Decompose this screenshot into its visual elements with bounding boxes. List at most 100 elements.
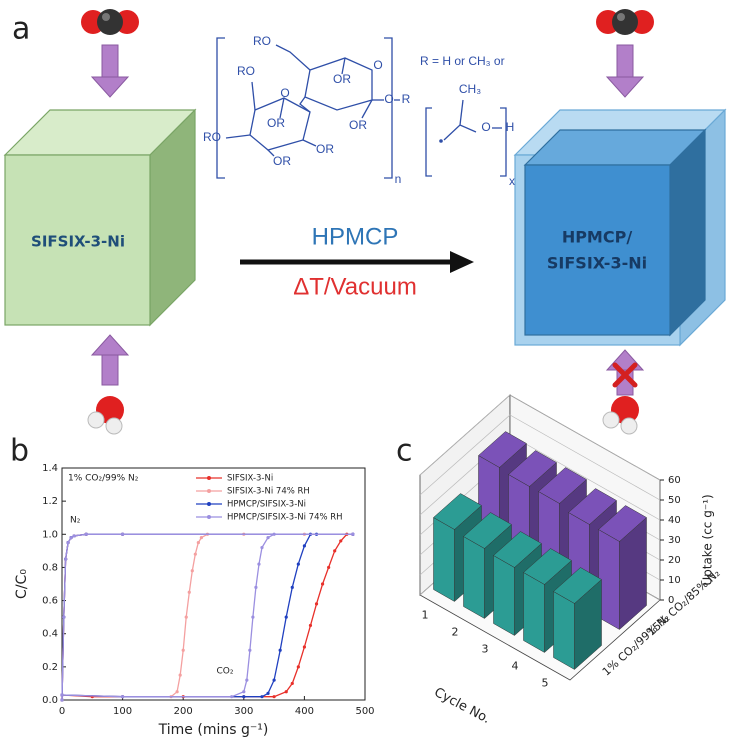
bar-top (433, 493, 482, 530)
legend-marker (207, 502, 211, 506)
point (69, 536, 73, 540)
x-tick-label: 400 (295, 706, 314, 717)
x-tick-label: 1 (422, 609, 429, 622)
structure-label: O (384, 92, 393, 106)
point (199, 536, 203, 540)
y-tick-label: 1.4 (42, 463, 58, 474)
y-tick-label: 0.8 (42, 562, 58, 573)
point (196, 540, 200, 545)
y-tick-label: 1.2 (42, 496, 58, 507)
y-tick-label: 0.4 (42, 629, 58, 640)
bar-top (478, 431, 527, 468)
point (302, 645, 306, 649)
plot-frame (61, 467, 366, 701)
structure-label: OR (267, 116, 285, 130)
x-tick-label: 200 (174, 706, 193, 717)
panel-label: c (396, 434, 413, 469)
bar-front (433, 517, 455, 602)
x-tick-label: 3 (482, 643, 489, 656)
point (266, 536, 270, 540)
x-axis-label: Time (mins g⁻¹) (158, 722, 269, 738)
point (181, 648, 185, 652)
structure (216, 37, 507, 179)
y-tick-label: 0.2 (42, 662, 58, 673)
series-line (61, 533, 353, 701)
point (272, 678, 276, 682)
point (193, 552, 197, 556)
grid-line (419, 414, 661, 501)
cube (3, 108, 197, 327)
point (242, 690, 246, 694)
legend-label: HPMCP/SIFSIX-3-Ni 74% RH (227, 513, 343, 523)
legend-marker (207, 476, 211, 480)
panel-label: a (12, 12, 30, 47)
point (284, 615, 288, 619)
structure-label: RO (237, 64, 255, 78)
x-tick-label: 2 (452, 626, 459, 639)
series-line (61, 533, 353, 701)
point (266, 691, 270, 695)
bar-top (538, 467, 587, 504)
point (290, 585, 294, 589)
arrow-label: ΔT/Vacuum (293, 273, 417, 300)
bar-top (568, 488, 617, 525)
arrow-label: HPMCP (312, 223, 399, 250)
point (187, 590, 191, 594)
z-tick-label: 30 (668, 535, 681, 546)
bar-top (523, 548, 572, 585)
point (178, 673, 182, 677)
point (62, 615, 66, 619)
annotation: N₂ (70, 516, 81, 526)
point (254, 585, 258, 589)
point (308, 623, 313, 628)
bar-front (493, 555, 515, 636)
structure-label: R = H or CH₃ or (420, 54, 505, 68)
x-axis-label: Cycle No. (431, 685, 492, 727)
radical-dot (439, 139, 443, 143)
point (296, 665, 300, 669)
water-molecule (602, 396, 639, 435)
structure-label: O (373, 58, 382, 72)
y-tick-label: 0.6 (42, 596, 58, 607)
z-tick-label: 60 (668, 475, 681, 486)
bar-front (553, 591, 575, 670)
annotation: 1% CO₂/99% N₂ (68, 474, 139, 484)
structure-label: OR (333, 72, 351, 86)
legend-label: SIFSIX-3-Ni 74% RH (227, 487, 310, 497)
co2-molecule (596, 9, 654, 35)
cube-label: SIFSIX-3-Ni (547, 254, 647, 273)
structure-label: O (481, 120, 490, 134)
bar-top (553, 567, 602, 604)
legend-marker (207, 515, 211, 519)
reaction-arrow (240, 251, 474, 273)
cube-label: HPMCP/ (562, 228, 633, 247)
point (72, 534, 76, 538)
point (296, 562, 300, 566)
arrow-down (90, 44, 130, 98)
cube (513, 108, 727, 347)
point (175, 690, 179, 694)
point (302, 544, 306, 548)
point (327, 565, 331, 570)
point (121, 532, 125, 536)
point (190, 569, 194, 573)
series-line (61, 533, 353, 701)
annotation: CO₂ (217, 667, 234, 677)
point (184, 615, 188, 619)
z-tick-label: 10 (668, 575, 681, 586)
z-axis-label: Uptake (cc g⁻¹) (701, 494, 715, 585)
point (272, 695, 276, 699)
cube-label: SIFSIX-3-Ni (31, 233, 125, 251)
point (284, 690, 288, 694)
structure-label: R (402, 92, 411, 106)
point (260, 545, 264, 550)
x-tick-label: 5 (542, 677, 549, 690)
bar-top (493, 531, 542, 568)
point (351, 532, 355, 536)
x-tick-label: 500 (355, 706, 374, 717)
structure-label: RO (253, 34, 271, 48)
point (314, 602, 319, 606)
point (257, 562, 261, 566)
structure-label: OR (273, 154, 291, 168)
point (251, 615, 255, 619)
